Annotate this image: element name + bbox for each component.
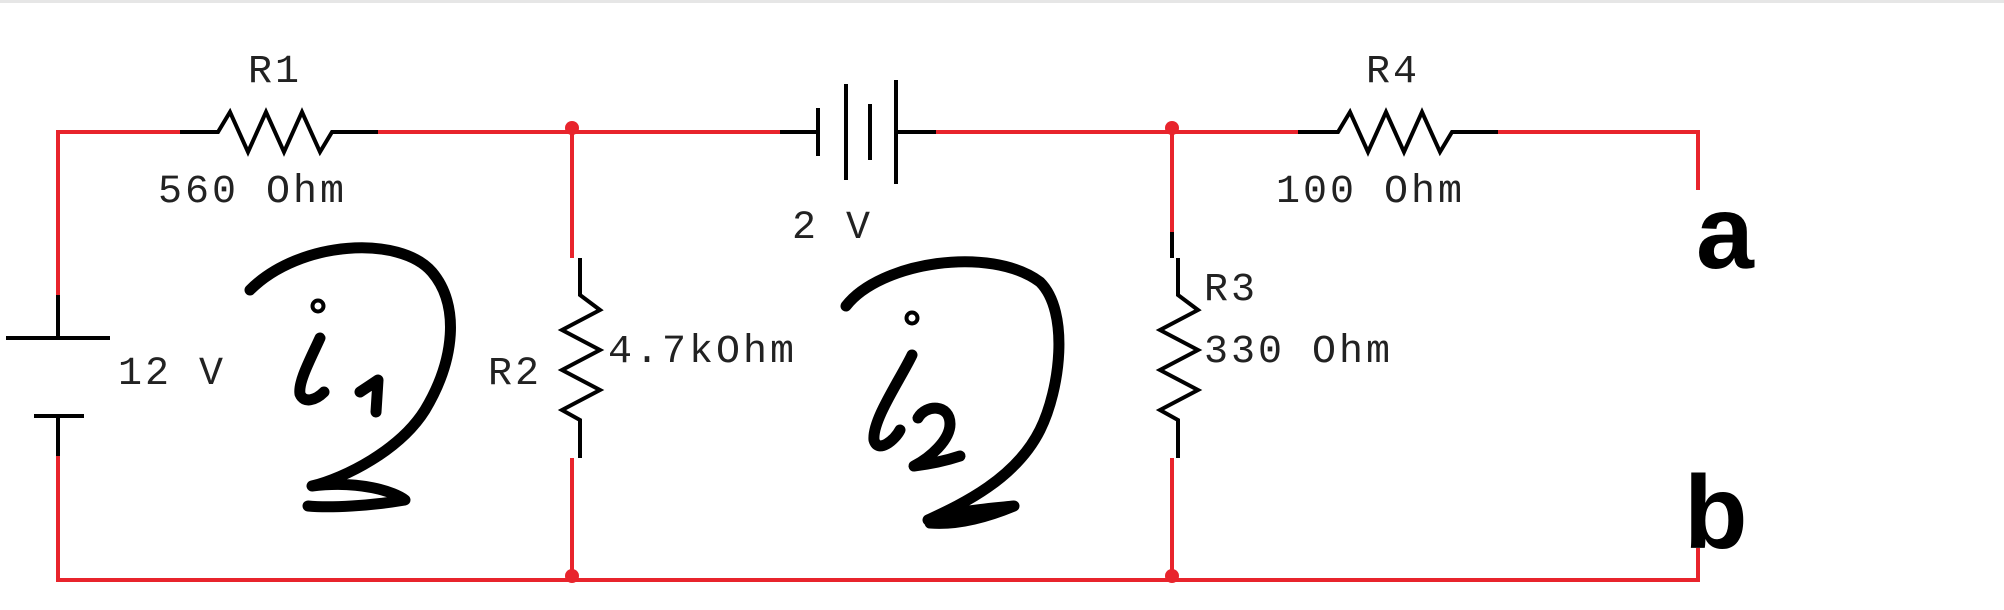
resistor-r2: R2 4.7kOhm	[488, 258, 797, 458]
loop-current-i1-dot	[310, 298, 326, 314]
wire-r4-to-terminal-a	[1498, 130, 1700, 190]
junction-node-bottom-right	[1165, 569, 1179, 583]
r2-name-label: R2	[488, 352, 542, 397]
loop-current-i1-stem	[294, 332, 330, 406]
loop-current-i2-dot	[904, 310, 920, 326]
terminal-a-label: a	[1696, 175, 1755, 291]
resistor-r3-symbol	[1155, 258, 1203, 458]
voltage-source-12v: 12 V	[6, 295, 226, 456]
r1-value-label: 560 Ohm	[158, 170, 347, 215]
resistor-r4: R4 100 Ohm	[1276, 50, 1498, 215]
r1-name-label: R1	[248, 50, 302, 95]
resistor-r1: R1 560 Ohm	[158, 50, 378, 215]
loop-current-i2-subscript	[908, 402, 966, 472]
loop-current-i1-subscript	[354, 374, 384, 418]
loop-current-i1	[244, 242, 456, 513]
v2-value-label: 2 V	[792, 206, 873, 251]
loop-current-i2-stem	[868, 349, 918, 452]
resistor-r3: R3 330 Ohm	[1155, 232, 1393, 458]
r3-value-label: 330 Ohm	[1204, 330, 1393, 375]
wire-bottom-right	[1172, 548, 1700, 582]
junction-node-top-right	[1165, 121, 1179, 135]
loop-arrow-i2	[840, 256, 1065, 529]
resistor-r1-symbol	[180, 107, 378, 157]
loop-arrow-i1	[244, 242, 456, 513]
r2-value-label: 4.7kOhm	[608, 330, 797, 375]
terminal-b-label: b	[1684, 455, 1748, 571]
junction-node-top-left	[565, 121, 579, 135]
loop-current-i2	[840, 256, 1065, 529]
r4-name-label: R4	[1366, 50, 1420, 95]
voltage-source-2v: 2 V	[780, 80, 936, 251]
resistor-r4-symbol	[1298, 107, 1498, 157]
wires	[56, 130, 1700, 582]
wire-left-top	[56, 130, 180, 295]
junction-node-bottom-left	[565, 569, 579, 583]
resistor-r2-symbol	[557, 258, 605, 458]
r4-value-label: 100 Ohm	[1276, 170, 1465, 215]
wire-left-bottom	[56, 420, 572, 582]
r3-name-label: R3	[1204, 268, 1258, 313]
v1-value-label: 12 V	[118, 352, 226, 397]
top-border	[0, 0, 2004, 3]
